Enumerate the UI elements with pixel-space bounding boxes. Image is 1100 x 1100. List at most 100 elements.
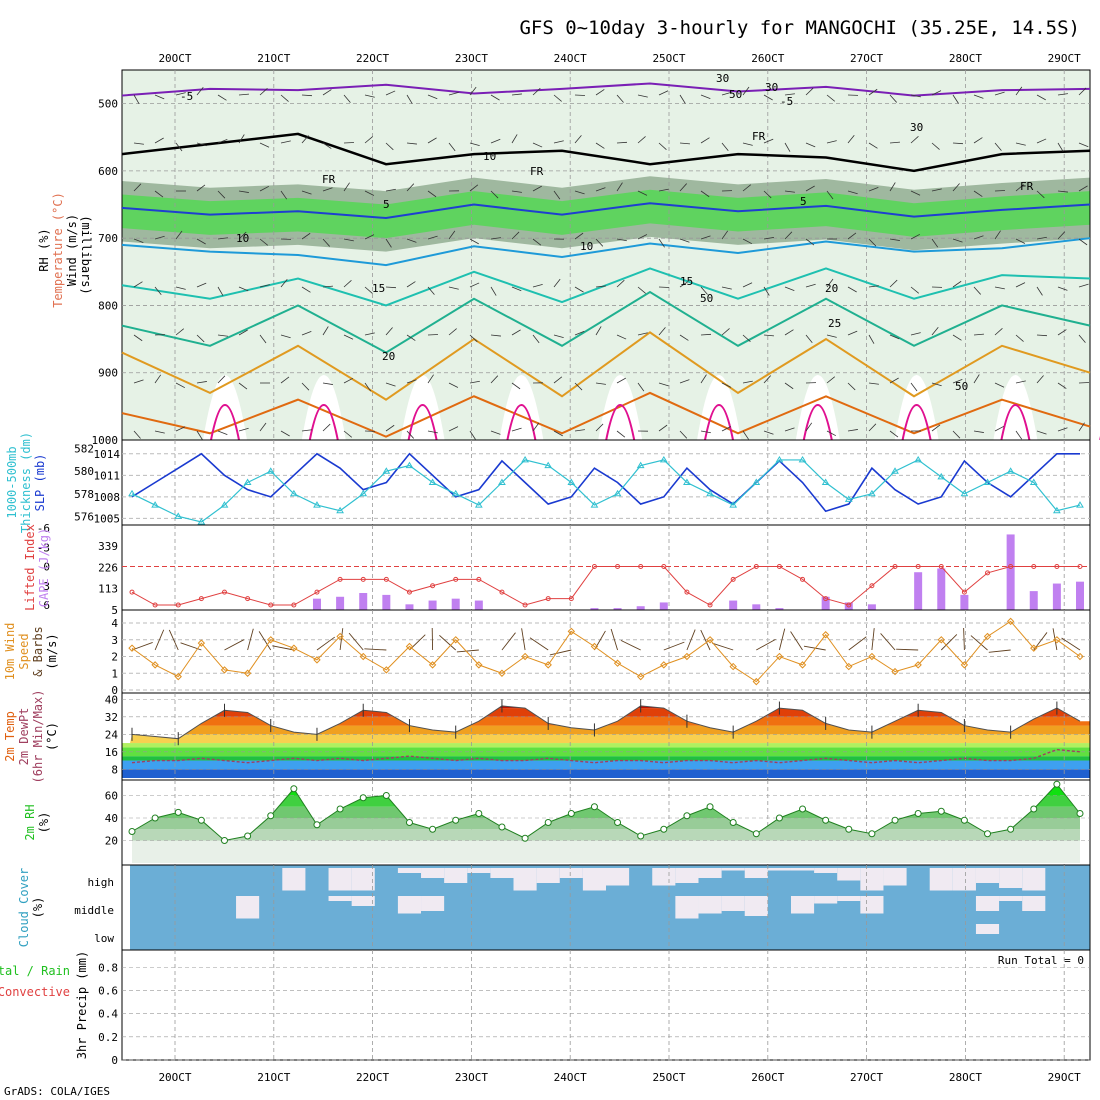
wind-barb [196, 238, 206, 245]
rh-tick: 40 [105, 812, 118, 825]
wind-barb [280, 94, 289, 102]
wind-barb [322, 142, 332, 149]
isotherm--5 [121, 82, 1091, 97]
wind-barb [1078, 422, 1085, 432]
wind-barb [952, 430, 961, 439]
slp-tick: 1011 [94, 469, 121, 482]
wind-barb [549, 649, 572, 656]
thickness-marker [1052, 506, 1061, 514]
wind-barb [910, 190, 921, 196]
wind-barb [805, 283, 816, 288]
wind-marker [683, 652, 691, 661]
cape-bar [659, 602, 668, 610]
wind-barb [259, 238, 269, 246]
wind-barb [301, 94, 313, 97]
pressure-tick: 500 [98, 98, 118, 111]
wind-barb [406, 142, 417, 145]
cape-bar [382, 594, 391, 610]
cloud-clear-bar [397, 896, 422, 914]
wind-barb [1015, 380, 1026, 384]
wind-barb [896, 648, 919, 651]
contour-label: 15 [680, 275, 693, 288]
wind-barb [973, 430, 984, 433]
rh-fill-band [132, 840, 1080, 863]
wind-barb [427, 430, 438, 434]
cloud-clear-bar [421, 896, 445, 911]
rh-marker [706, 803, 714, 811]
rh-marker [590, 803, 598, 811]
li-marker [1054, 564, 1060, 569]
wind-barb [217, 94, 227, 101]
wind-barb [784, 142, 791, 152]
wind-barb [574, 429, 585, 432]
contour-label: 10 [236, 232, 249, 245]
wind-barb [280, 190, 288, 200]
wind-barb [322, 285, 333, 288]
li-marker [406, 589, 412, 595]
wind-barb [931, 238, 939, 248]
rh-band-green [122, 189, 1090, 239]
wind-barb [385, 327, 393, 336]
contour-label: -5 [180, 90, 193, 103]
contour-label: 20 [825, 282, 838, 295]
isotherm-35 [1000, 404, 1031, 441]
cloud-clear-bar [790, 868, 815, 871]
li-marker [661, 564, 667, 569]
rh-marker [891, 816, 899, 824]
wind-barb [973, 286, 981, 295]
cloud-clear-bar [490, 868, 514, 878]
wind-barb [763, 190, 772, 199]
wind-barb [847, 134, 855, 144]
wind-barb [763, 286, 770, 296]
pressure-tick: 800 [98, 299, 118, 312]
wind-barb [637, 94, 648, 98]
wind-barb [826, 278, 834, 288]
wind-barb [133, 430, 141, 439]
isotherm-25 [121, 331, 1091, 401]
wind-barb [406, 94, 413, 104]
panel-frame [121, 949, 1091, 1061]
panel-label: SLP (mb) [33, 454, 47, 512]
panel-label: Cloud Cover [17, 868, 31, 947]
bottom-date-label: 23OCT [455, 1071, 488, 1084]
cloud-clear-bar [328, 868, 352, 891]
wind-barb [910, 136, 919, 144]
rh-marker [937, 807, 945, 815]
thickness-marker [498, 478, 506, 485]
wind-barb [196, 430, 203, 440]
li-marker [638, 564, 644, 569]
panel-label: 2m Temp [3, 711, 17, 762]
wind-barb [1057, 382, 1067, 389]
thickness-marker [544, 461, 553, 469]
wind-barb [238, 190, 249, 193]
slp-tick: 1005 [94, 512, 121, 525]
wind-barb [973, 374, 980, 384]
wind-barb [847, 330, 858, 336]
wind-barb [973, 333, 984, 336]
wind-barb [532, 284, 543, 288]
li-marker [1008, 564, 1014, 569]
cloud-clear-bar [606, 868, 630, 886]
rh-marker [914, 810, 922, 817]
wind-barb [1015, 238, 1026, 244]
wind-barb [448, 328, 457, 336]
wind-barb [889, 238, 900, 241]
wind-barb [217, 334, 228, 337]
panel-axis-label: (millibars) [79, 215, 93, 294]
panel-label: 2m RH [23, 804, 37, 840]
wind-barb [339, 628, 344, 651]
wind-barb [763, 237, 774, 240]
wind-barb [595, 187, 606, 192]
wind-marker [960, 661, 969, 669]
wind-barb [847, 190, 858, 195]
wind-barb [196, 86, 204, 96]
wind-barb [763, 375, 771, 384]
wind-barb [154, 190, 164, 198]
thickness-tick: 580 [74, 465, 94, 478]
wind-barb [763, 430, 774, 435]
thickness-marker [405, 461, 414, 469]
wind-barb [532, 422, 540, 432]
cloud-clear-bar [975, 896, 1000, 911]
wind-barb [931, 424, 941, 432]
contour-label: FR [322, 173, 336, 186]
